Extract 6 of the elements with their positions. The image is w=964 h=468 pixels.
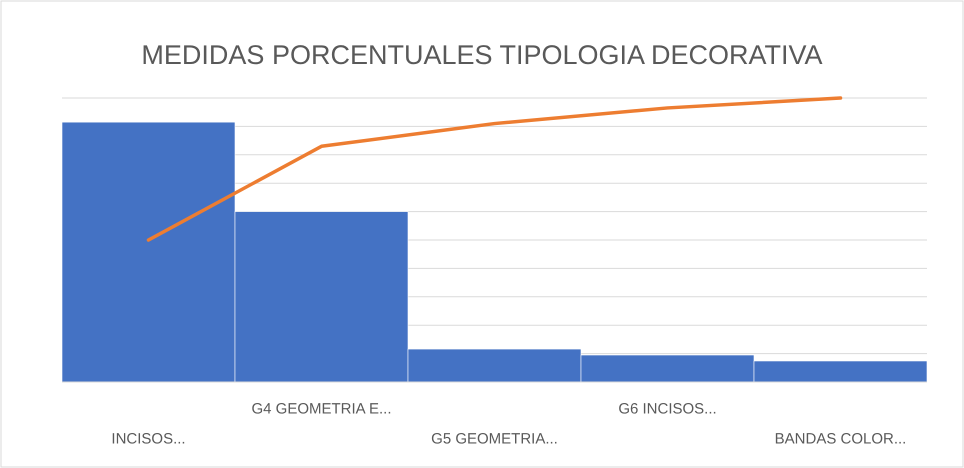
x-tick-label: G6 INCISOS... [618, 400, 717, 418]
chart-title: MEDIDAS PORCENTUALES TIPOLOGIA DECORATIVA [141, 40, 823, 70]
x-tick-label: G5 GEOMETRIA... [431, 430, 558, 448]
x-tick-label: BANDAS COLOR... [774, 430, 906, 448]
x-tick-label: INCISOS... [111, 430, 186, 448]
x-tick-label: G4 GEOMETRIA E... [251, 400, 392, 418]
